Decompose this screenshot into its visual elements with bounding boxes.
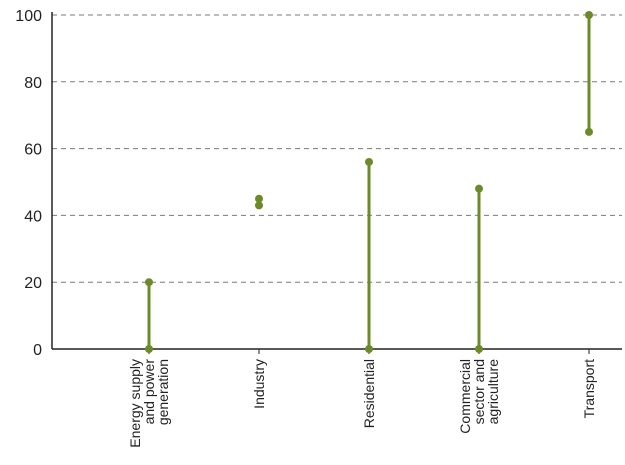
- category-label-line: Transport: [581, 359, 597, 419]
- range-marks: [145, 11, 593, 353]
- y-tick-labels: 0 20 40 60 80 100: [15, 8, 42, 359]
- range-low-point-commercial-sector-and-agriculture: [475, 345, 483, 353]
- range-high-point-transport: [585, 11, 593, 19]
- category-label-transport: Transport: [581, 359, 597, 419]
- y-tick-label-20: 20: [24, 275, 42, 292]
- category-label-text-commercial-sector-and-agriculture: Commercialsector andagriculture: [457, 359, 501, 434]
- y-tick-label-80: 80: [24, 75, 42, 92]
- y-tick-label-40: 40: [24, 208, 42, 225]
- category-label-commercial-sector-and-agriculture: Commercialsector andagriculture: [457, 359, 501, 434]
- category-label-line: agriculture: [485, 359, 501, 425]
- gridlines: [52, 14, 622, 283]
- category-label-line: Industry: [251, 359, 267, 409]
- y-tick-label-0: 0: [33, 342, 42, 359]
- axes: [51, 12, 622, 354]
- category-label-text-energy-supply-and-power-generation: Energy supplyand powergeneration: [127, 359, 171, 448]
- range-low-point-energy-supply-and-power-generation: [145, 345, 153, 353]
- range-low-point-residential: [365, 345, 373, 353]
- range-high-point-commercial-sector-and-agriculture: [475, 184, 483, 193]
- category-label-text-residential: Residential: [361, 359, 377, 428]
- category-label-text-transport: Transport: [581, 359, 597, 419]
- range-high-point-energy-supply-and-power-generation: [145, 278, 153, 287]
- category-label-energy-supply-and-power-generation: Energy supplyand powergeneration: [127, 359, 171, 448]
- range-low-point-transport: [585, 127, 593, 136]
- range-low-point-industry: [255, 201, 263, 210]
- category-label-line: generation: [155, 359, 171, 425]
- range-high-point-residential: [365, 157, 373, 166]
- range-high-point-industry: [255, 194, 263, 203]
- category-label-line: Commercial: [457, 359, 473, 434]
- category-label-residential: Residential: [361, 359, 377, 428]
- category-label-line: Energy supply: [127, 359, 143, 448]
- category-labels: Energy supplyand powergeneration Industry…: [127, 359, 597, 448]
- category-label-line: Residential: [361, 359, 377, 428]
- category-label-line: sector and: [471, 359, 487, 424]
- category-label-line: and power: [141, 359, 157, 425]
- category-label-text-industry: Industry: [251, 359, 267, 409]
- y-tick-label-60: 60: [24, 142, 42, 159]
- category-label-industry: Industry: [251, 359, 267, 409]
- y-tick-label-100: 100: [15, 8, 42, 25]
